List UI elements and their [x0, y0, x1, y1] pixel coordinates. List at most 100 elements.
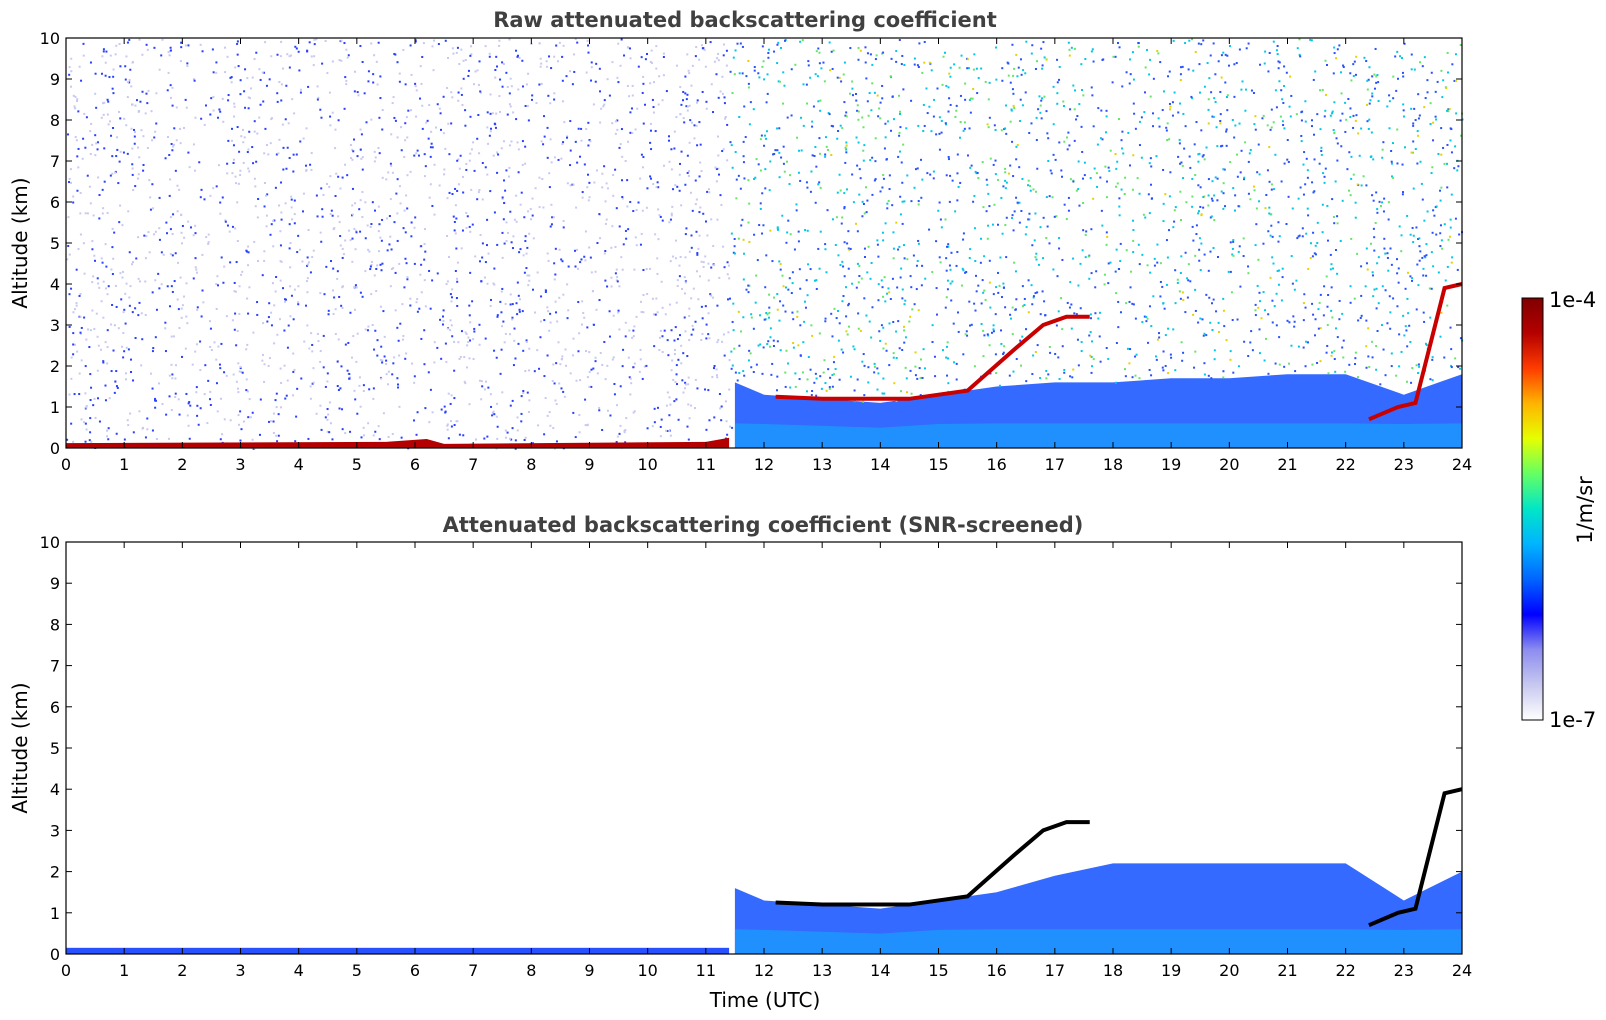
noise-pixel	[1025, 226, 1028, 229]
noise-pixel	[993, 124, 996, 127]
noise-pixel	[1015, 158, 1018, 161]
noise-pixel	[870, 262, 873, 265]
noise-pixel	[396, 61, 399, 64]
noise-pixel	[644, 58, 647, 61]
noise-pixel	[93, 254, 96, 257]
noise-pixel	[935, 313, 938, 316]
noise-pixel	[455, 51, 458, 54]
noise-pixel	[923, 61, 926, 64]
noise-pixel	[1373, 73, 1376, 76]
noise-pixel	[161, 38, 164, 41]
noise-pixel	[531, 214, 534, 217]
noise-pixel	[1316, 113, 1319, 116]
noise-pixel	[413, 419, 416, 422]
noise-pixel	[467, 74, 470, 77]
noise-pixel	[843, 61, 846, 64]
noise-pixel	[326, 380, 329, 383]
noise-pixel	[1271, 299, 1274, 302]
noise-pixel	[72, 343, 75, 346]
noise-pixel	[1424, 342, 1427, 345]
noise-pixel	[1128, 82, 1131, 85]
noise-pixel	[684, 75, 687, 78]
noise-pixel	[438, 184, 441, 187]
noise-pixel	[141, 338, 144, 341]
noise-pixel	[1326, 204, 1329, 207]
noise-pixel	[921, 376, 924, 379]
noise-pixel	[827, 368, 830, 371]
noise-pixel	[329, 213, 332, 216]
noise-pixel	[1208, 296, 1211, 299]
noise-pixel	[574, 436, 577, 439]
noise-pixel	[1056, 102, 1059, 105]
noise-pixel	[530, 218, 533, 221]
noise-pixel	[803, 320, 806, 323]
noise-pixel	[553, 262, 556, 265]
noise-pixel	[524, 370, 527, 373]
noise-pixel	[331, 111, 334, 114]
noise-pixel	[459, 154, 462, 157]
noise-pixel	[1012, 104, 1015, 107]
noise-pixel	[501, 197, 504, 200]
top-x-tick-label: 12	[754, 455, 774, 474]
noise-pixel	[592, 367, 595, 370]
noise-pixel	[102, 361, 105, 364]
noise-pixel	[709, 41, 712, 44]
noise-pixel	[1194, 350, 1197, 353]
noise-pixel	[982, 355, 985, 358]
noise-pixel	[497, 153, 500, 156]
noise-pixel	[1268, 51, 1271, 54]
noise-pixel	[1088, 277, 1091, 280]
noise-pixel	[686, 93, 689, 96]
noise-pixel	[1321, 203, 1324, 206]
noise-pixel	[274, 186, 277, 189]
noise-pixel	[983, 334, 986, 337]
noise-pixel	[684, 233, 687, 236]
noise-pixel	[762, 60, 765, 63]
noise-pixel	[326, 418, 329, 421]
noise-pixel	[610, 276, 613, 279]
noise-pixel	[594, 80, 597, 83]
noise-pixel	[291, 98, 294, 101]
noise-pixel	[1167, 75, 1170, 78]
noise-pixel	[657, 208, 660, 211]
noise-pixel	[288, 223, 291, 226]
noise-pixel	[540, 295, 543, 298]
noise-pixel	[633, 410, 636, 413]
noise-pixel	[397, 386, 400, 389]
noise-pixel	[96, 369, 99, 372]
noise-pixel	[457, 158, 460, 161]
noise-pixel	[436, 272, 439, 275]
noise-pixel	[1401, 193, 1404, 196]
noise-pixel	[731, 320, 734, 323]
noise-pixel	[473, 169, 476, 172]
noise-pixel	[439, 112, 442, 115]
noise-pixel	[805, 181, 808, 184]
noise-pixel	[102, 207, 105, 210]
noise-pixel	[1052, 153, 1055, 156]
noise-pixel	[871, 193, 874, 196]
noise-pixel	[1429, 378, 1432, 381]
noise-pixel	[1373, 288, 1376, 291]
noise-pixel	[673, 349, 676, 352]
noise-pixel	[835, 216, 838, 219]
noise-pixel	[248, 398, 251, 401]
noise-pixel	[499, 78, 502, 81]
noise-pixel	[888, 174, 891, 177]
noise-pixel	[1436, 80, 1439, 83]
noise-pixel	[311, 343, 314, 346]
noise-pixel	[192, 234, 195, 237]
noise-pixel	[1188, 155, 1191, 158]
noise-pixel	[1030, 52, 1033, 55]
noise-pixel	[806, 229, 809, 232]
noise-pixel	[1031, 44, 1034, 47]
noise-pixel	[733, 73, 736, 76]
noise-pixel	[664, 313, 667, 316]
noise-pixel	[968, 256, 971, 259]
noise-pixel	[1148, 368, 1151, 371]
noise-pixel	[516, 141, 519, 144]
noise-pixel	[349, 376, 352, 379]
noise-pixel	[1341, 199, 1344, 202]
noise-pixel	[817, 100, 820, 103]
noise-pixel	[505, 71, 508, 74]
noise-pixel	[825, 145, 828, 148]
